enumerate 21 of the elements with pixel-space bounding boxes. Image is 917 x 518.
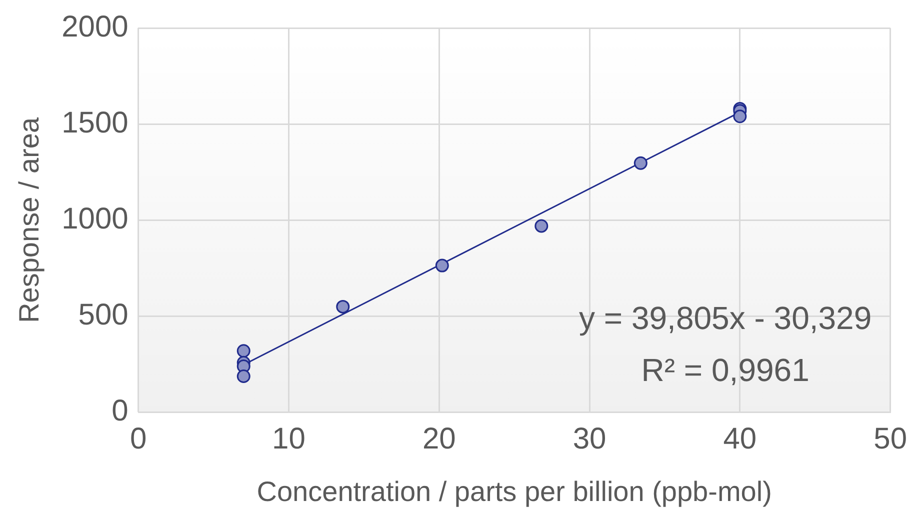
y-tick-label: 1000 (62, 202, 128, 236)
point (733, 110, 747, 124)
annotation: R² = 0,9961 (641, 352, 810, 388)
point (534, 219, 548, 233)
point (634, 156, 648, 170)
x-tick-label: 40 (723, 422, 757, 456)
point (236, 344, 250, 358)
point (336, 300, 350, 314)
annotation: y = 39,805x - 30,329 (578, 300, 872, 336)
y-axis-title: Response / area (14, 117, 45, 323)
x-tick-label: 50 (874, 422, 908, 456)
y-tick-label: 500 (78, 298, 128, 332)
x-tick-label: 30 (572, 422, 606, 456)
y-tick-label: 1500 (62, 106, 128, 140)
y-tick-label: 2000 (62, 10, 128, 44)
x-tick-label: 20 (422, 422, 456, 456)
x-tick-label: 10 (272, 422, 306, 456)
y-tick-label: 0 (112, 394, 128, 428)
point (236, 370, 250, 384)
x-axis-title: Concentration / parts per billion (ppb-mol) (256, 476, 772, 507)
point (435, 258, 449, 272)
